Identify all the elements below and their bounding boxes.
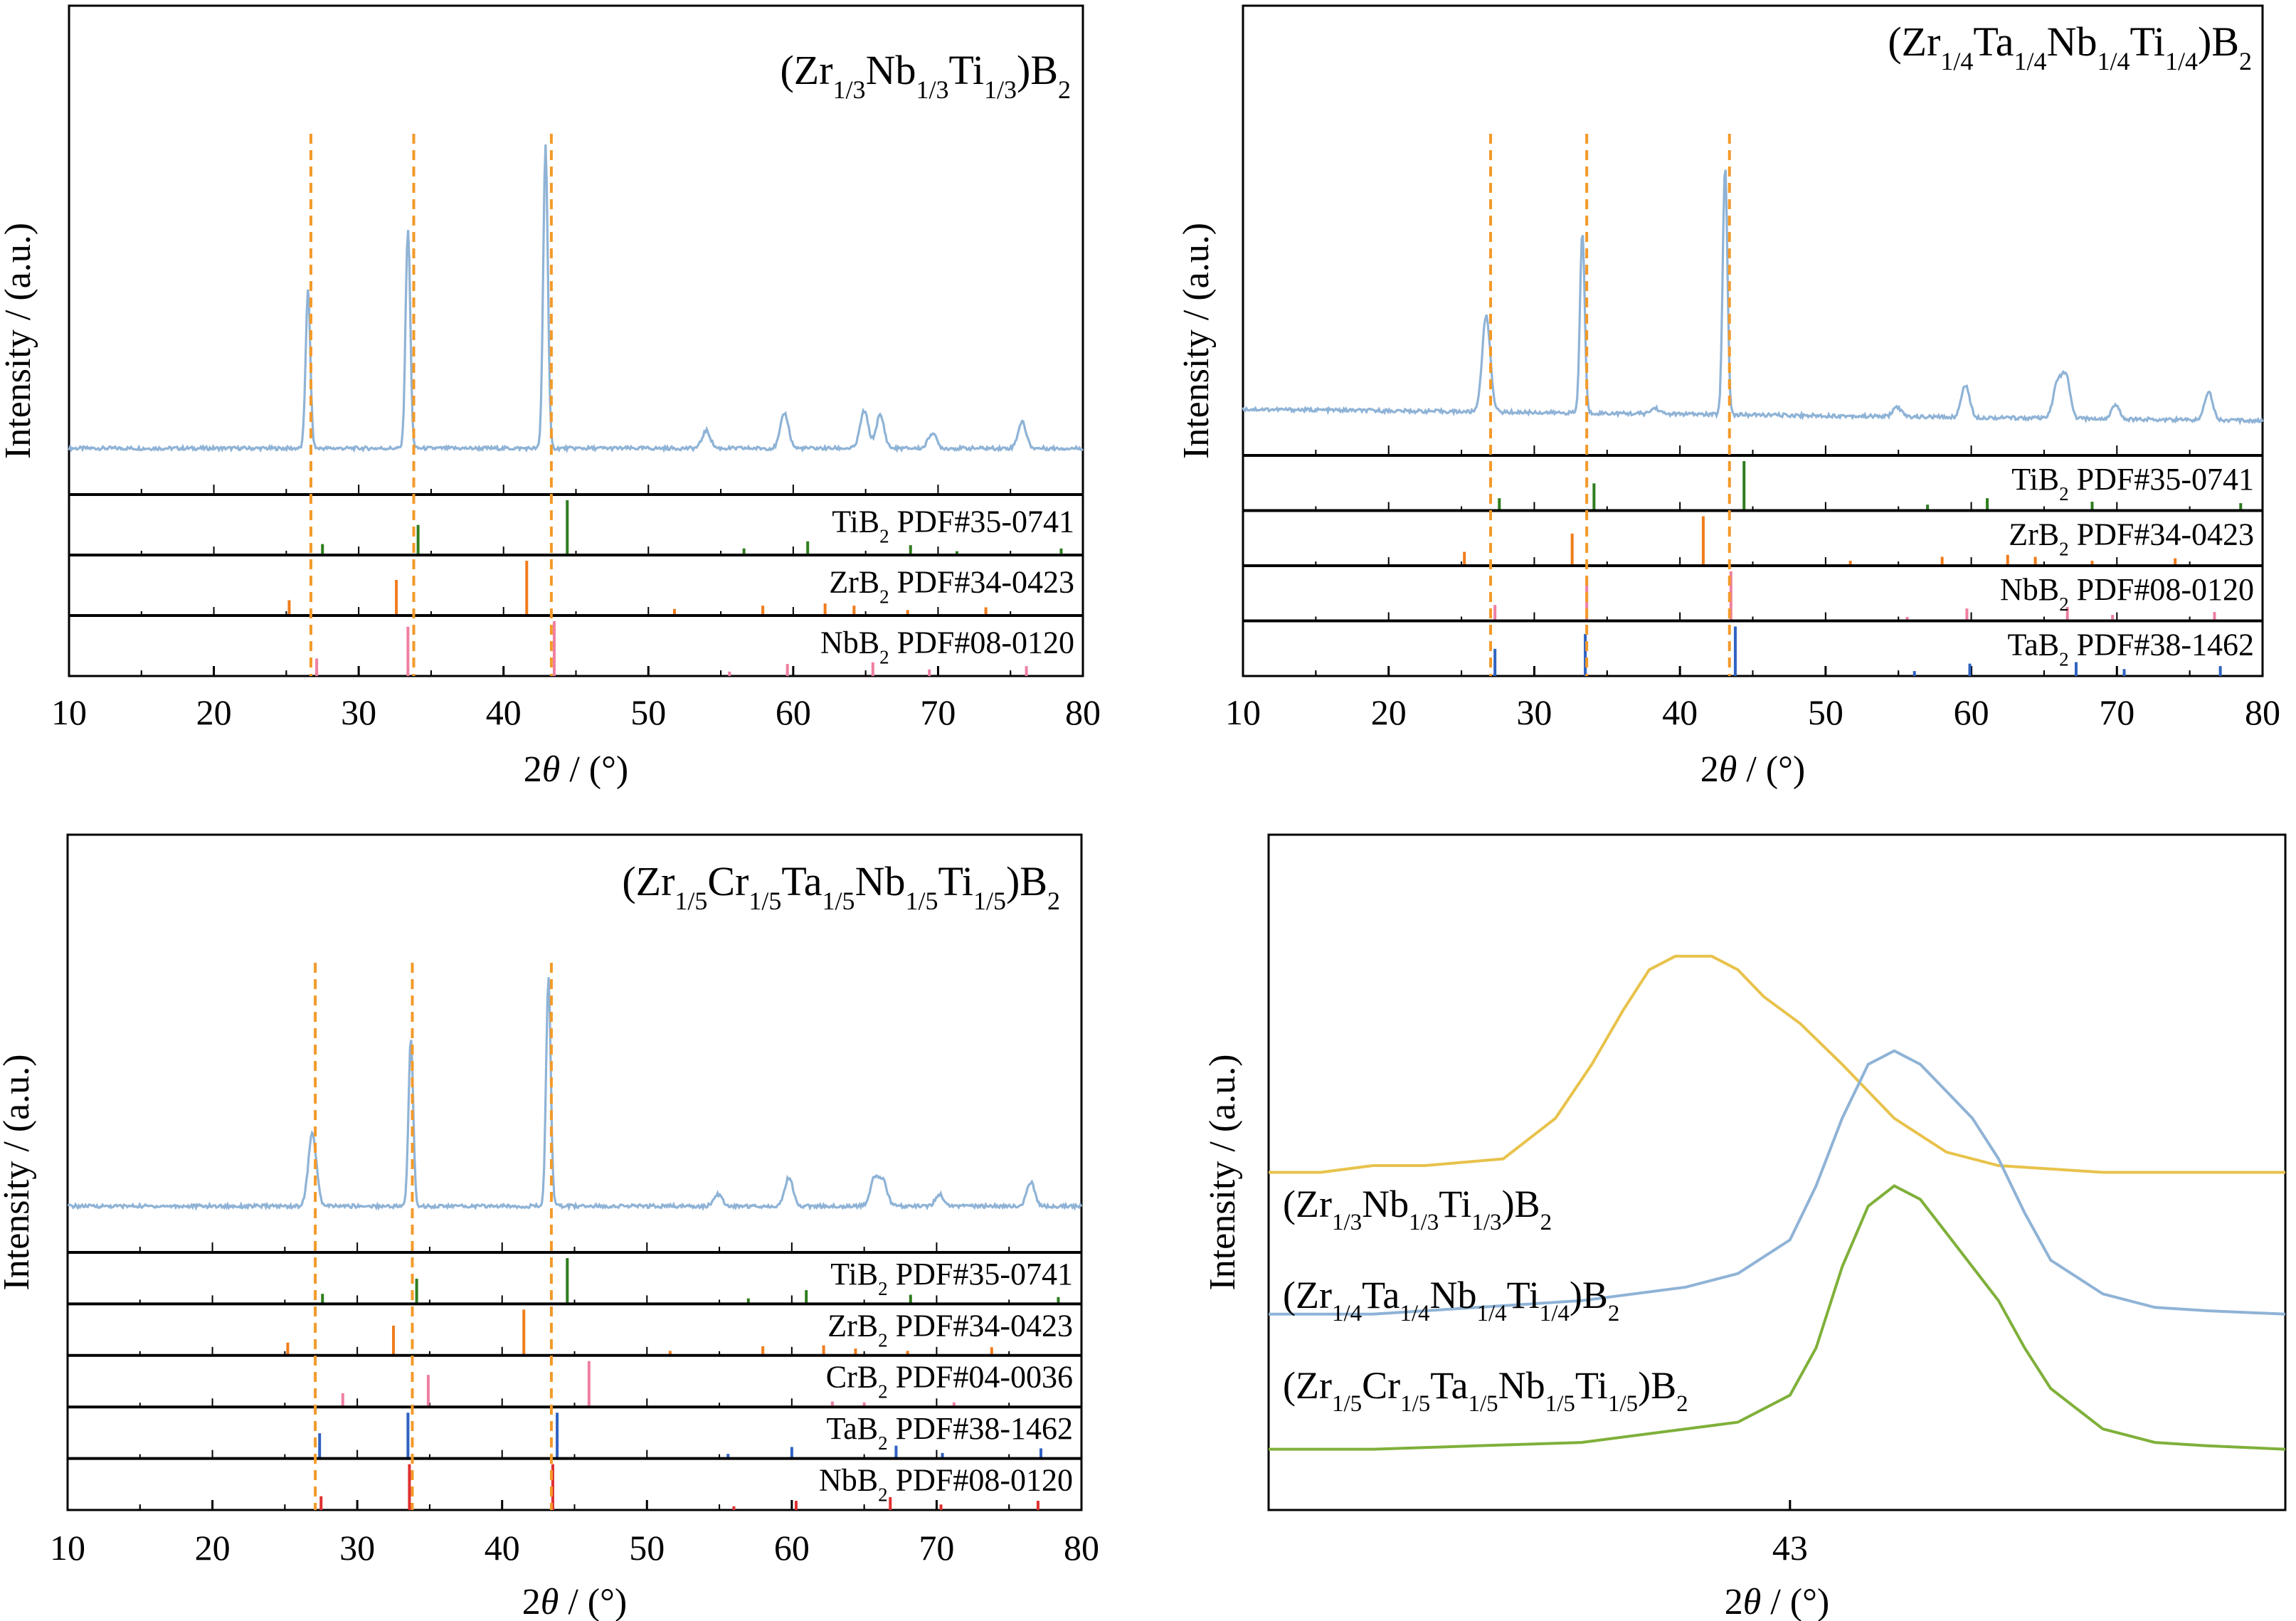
- x-tick-label: 40: [1662, 692, 1698, 732]
- x-tick-label: 43: [1772, 1528, 1808, 1568]
- reference-label: NbB2 PDF#08-0120: [2000, 572, 2254, 615]
- series-line: [1269, 954, 2285, 1174]
- sample-label: (Zr1/3Nb1/3Ti1/3)B2: [780, 47, 1071, 104]
- reference-label: ZrB2 PDF#34-0423: [829, 565, 1074, 608]
- x-tick-label: 70: [919, 1528, 954, 1568]
- chart-panel-top-right: 10 20 30 40 50 60 70 80 Intensity / (a.u.) 2θ / (…: [1176, 4, 2280, 790]
- x-axis-label: 2θ / (°): [522, 1582, 627, 1621]
- x-tick-label: 60: [774, 1528, 810, 1568]
- x-tick-label: 30: [341, 692, 376, 732]
- reference-label: TiB2 PDF#35-0741: [2011, 462, 2254, 505]
- x-tick-label: 20: [195, 1528, 231, 1568]
- sample-label: (Zr1/4Ta1/4Nb1/4Ti1/4)B2: [1888, 19, 2252, 75]
- x-tick-label: 30: [1516, 692, 1552, 732]
- x-tick-label: 10: [50, 1528, 85, 1568]
- series-line: [1269, 1049, 2286, 1316]
- x-tick-label: 80: [2245, 692, 2280, 732]
- x-tick-label: 80: [1064, 1528, 1099, 1568]
- x-tick-label: 50: [1808, 692, 1843, 732]
- reference-label: TaB2 PDF#38-1462: [2007, 628, 2254, 670]
- series-line: [1269, 1184, 2286, 1451]
- reference-label: NbB2 PDF#08-0120: [820, 625, 1074, 668]
- x-axis-label: 2θ / (°): [1725, 1582, 1829, 1621]
- x-tick-label: 50: [630, 692, 666, 732]
- series-label: (Zr1/4Ta1/4Nb1/4Ti1/4)B2: [1283, 1274, 1619, 1326]
- reference-label: CrB2 PDF#04-0036: [826, 1360, 1073, 1403]
- x-tick-label: 70: [2099, 692, 2134, 732]
- x-tick-label: 40: [486, 692, 522, 732]
- sample-label: (Zr1/5Cr1/5Ta1/5Nb1/5Ti1/5)B2: [622, 858, 1060, 915]
- reference-label: TiB2 PDF#35-0741: [830, 1257, 1073, 1299]
- y-axis-label: Intensity / (a.u.): [0, 1054, 37, 1290]
- chart-panel-bottom-right: 43 Intensity / (a.u.) 2θ / (°) (Zr1/3Nb1/3T…: [1202, 833, 2287, 1621]
- x-tick-label: 70: [920, 692, 956, 732]
- x-tick-label: 40: [485, 1528, 520, 1568]
- x-tick-label: 20: [196, 692, 232, 732]
- y-axis-label: Intensity / (a.u.): [1202, 1054, 1243, 1290]
- chart-panel-top-left: 10 20 30 40 50 60 70 80 Intensity / (a.u.) 2θ / (…: [0, 4, 1101, 790]
- x-axis-label: 2θ / (°): [524, 749, 628, 790]
- reference-label: TaB2 PDF#38-1462: [826, 1411, 1073, 1454]
- xrd-pattern-line: [67, 977, 1083, 1211]
- reference-label: ZrB2 PDF#34-0423: [2009, 517, 2254, 560]
- x-tick-label: 50: [629, 1528, 665, 1568]
- y-axis-label: Intensity / (a.u.): [1176, 223, 1217, 459]
- plot-frame: [66, 833, 1083, 1511]
- x-tick-label: 60: [1954, 692, 1989, 732]
- y-axis-label: Intensity / (a.u.): [0, 223, 38, 459]
- x-tick-label: 10: [1225, 692, 1261, 732]
- xrd-pattern-line: [68, 144, 1084, 454]
- reference-label: TiB2 PDF#35-0741: [832, 505, 1074, 547]
- xrd-pattern-line: [1242, 169, 2264, 426]
- x-tick-label: 20: [1371, 692, 1407, 732]
- x-axis-label: 2θ / (°): [1700, 749, 1805, 790]
- reference-label: ZrB2 PDF#34-0423: [827, 1308, 1073, 1351]
- x-tick-label: 10: [51, 692, 87, 732]
- series-label: (Zr1/3Nb1/3Ti1/3)B2: [1283, 1183, 1552, 1235]
- x-tick-label: 30: [339, 1528, 375, 1568]
- x-tick-label: 60: [776, 692, 811, 732]
- reference-label: NbB2 PDF#08-0120: [819, 1462, 1073, 1505]
- chart-panel-bottom-left: 10 20 30 40 50 60 70 80 Intensity / (a.u.) 2θ / (…: [0, 833, 1099, 1621]
- x-tick-label: 80: [1065, 692, 1101, 732]
- series-label: (Zr1/5Cr1/5Ta1/5Nb1/5Ti1/5)B2: [1283, 1364, 1688, 1417]
